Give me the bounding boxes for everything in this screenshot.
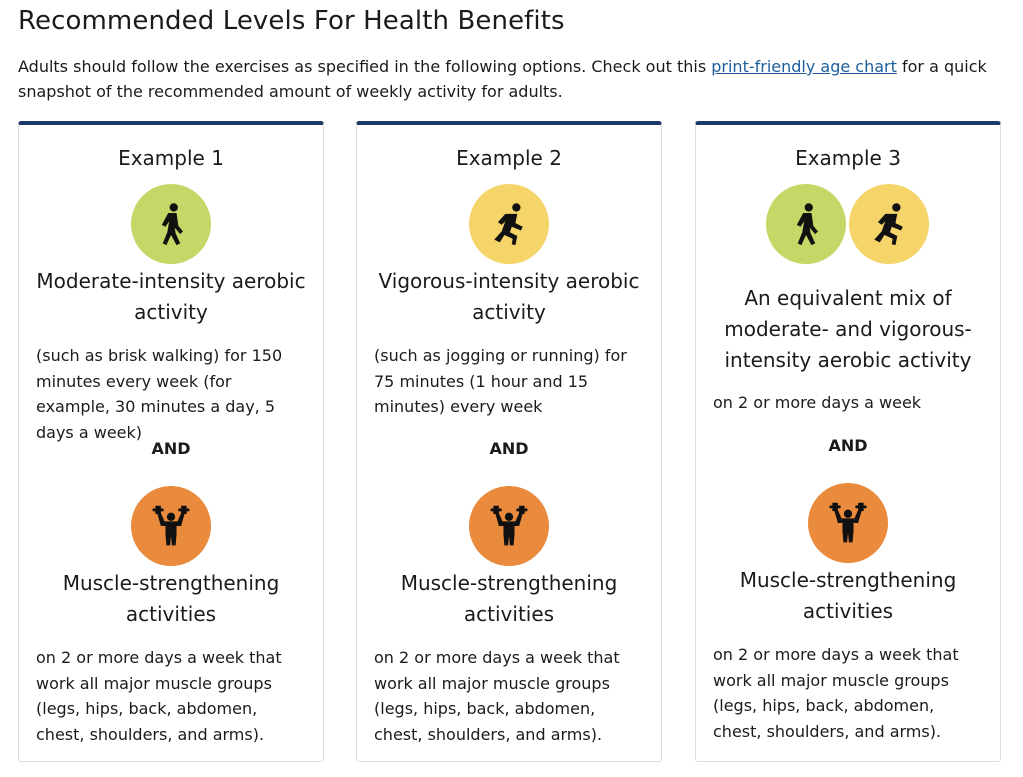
walking-person-icon bbox=[766, 184, 846, 264]
strength-activity-description: on 2 or more days a week that work all m… bbox=[36, 648, 282, 744]
intro-text: Adults should follow the exercises as sp… bbox=[18, 54, 1003, 104]
intro-after: for a quick snapshot of the recommended … bbox=[18, 57, 987, 101]
print-friendly-age-chart-link[interactable]: print-friendly age chart bbox=[711, 57, 897, 76]
weightlifter-icon bbox=[469, 486, 549, 566]
aerobic-activity-description: (such as jogging or running) for 75 minu… bbox=[374, 346, 627, 416]
strength-activity-title: Muscle-strengthening activities bbox=[739, 568, 957, 623]
aerobic-activity-description: on 2 or more days a week bbox=[713, 393, 922, 412]
example-2-card: Example 2 Vigorous-intensity aerobic act… bbox=[356, 121, 662, 762]
weightlifter-icon bbox=[808, 483, 888, 563]
strength-activity-description: on 2 or more days a week that work all m… bbox=[374, 648, 620, 744]
running-person-icon bbox=[469, 184, 549, 264]
card-title: Example 3 bbox=[795, 146, 901, 170]
aerobic-activity-description: (such as brisk walking) for 150 minutes … bbox=[36, 346, 283, 442]
example-1-card: Example 1 Moderate-intensity aerobic act… bbox=[18, 121, 324, 762]
and-label: AND bbox=[151, 439, 191, 458]
card-title: Example 2 bbox=[456, 146, 562, 170]
running-person-icon bbox=[849, 184, 929, 264]
aerobic-activity-title: An equivalent mix of moderate- and vigor… bbox=[724, 286, 972, 372]
page-title: Recommended Levels For Health Benefits bbox=[18, 6, 565, 36]
card-title: Example 1 bbox=[118, 146, 224, 170]
and-label: AND bbox=[489, 439, 529, 458]
strength-activity-title: Muscle-strengthening activities bbox=[62, 571, 280, 626]
aerobic-activity-title: Moderate-intensity aerobic activity bbox=[36, 269, 306, 324]
and-label: AND bbox=[828, 436, 868, 455]
strength-activity-description: on 2 or more days a week that work all m… bbox=[713, 645, 959, 741]
strength-activity-title: Muscle-strengthening activities bbox=[400, 571, 618, 626]
weightlifter-icon bbox=[131, 486, 211, 566]
example-3-card: Example 3 An equivalent mix of moderate-… bbox=[695, 121, 1001, 762]
walking-person-icon bbox=[131, 184, 211, 264]
intro-before: Adults should follow the exercises as sp… bbox=[18, 57, 712, 76]
aerobic-activity-title: Vigorous-intensity aerobic activity bbox=[378, 269, 640, 324]
